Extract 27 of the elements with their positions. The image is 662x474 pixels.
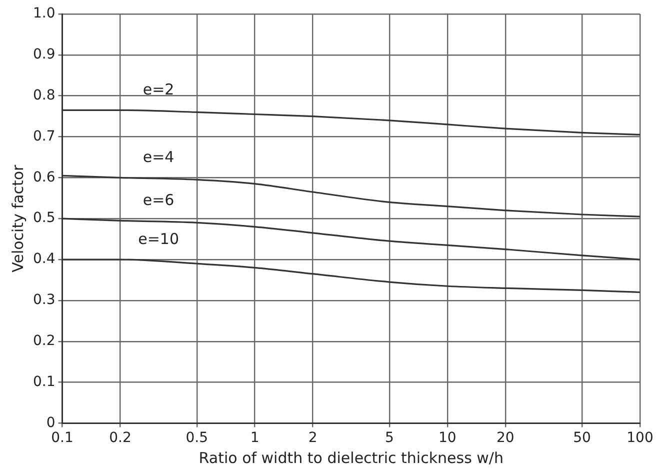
y-tick-label: 0.9 — [33, 46, 56, 63]
y-tick-label: 0.3 — [33, 292, 56, 308]
y-tick-label: 0.5 — [33, 210, 56, 226]
y-tick-label: 0 — [46, 414, 56, 431]
y-tick-label: 0.7 — [33, 128, 56, 144]
x-tick-label: 5 — [384, 430, 394, 446]
x-axis-title: Ratio of width to dielectric thickness w/h — [198, 448, 504, 467]
series-label: e=2 — [142, 80, 174, 99]
y-tick-label: 0.1 — [33, 374, 56, 390]
y-axis-title: Velocity factor — [8, 164, 27, 272]
y-tick-label: 0.8 — [33, 87, 56, 104]
x-tick-label: 20 — [496, 430, 514, 446]
series-label: e=4 — [142, 148, 174, 166]
x-tick-label: 10 — [438, 430, 456, 446]
x-tick-label: 0.1 — [51, 430, 74, 446]
y-tick-label: 1.0 — [33, 6, 56, 22]
y-tick-label: 0.4 — [33, 251, 56, 268]
series-label: e=10 — [138, 230, 179, 248]
series-label: e=6 — [142, 191, 174, 210]
x-tick-label: 1 — [250, 430, 260, 446]
x-tick-label: 0.2 — [109, 430, 132, 446]
x-tick-label: 50 — [573, 430, 591, 446]
x-tick-label: 0.5 — [186, 430, 208, 446]
y-tick-label: 0.2 — [33, 333, 56, 349]
y-tick-label: 0.6 — [33, 169, 56, 186]
x-tick-label: 2 — [308, 430, 318, 446]
x-tick-label: 100 — [626, 430, 654, 446]
